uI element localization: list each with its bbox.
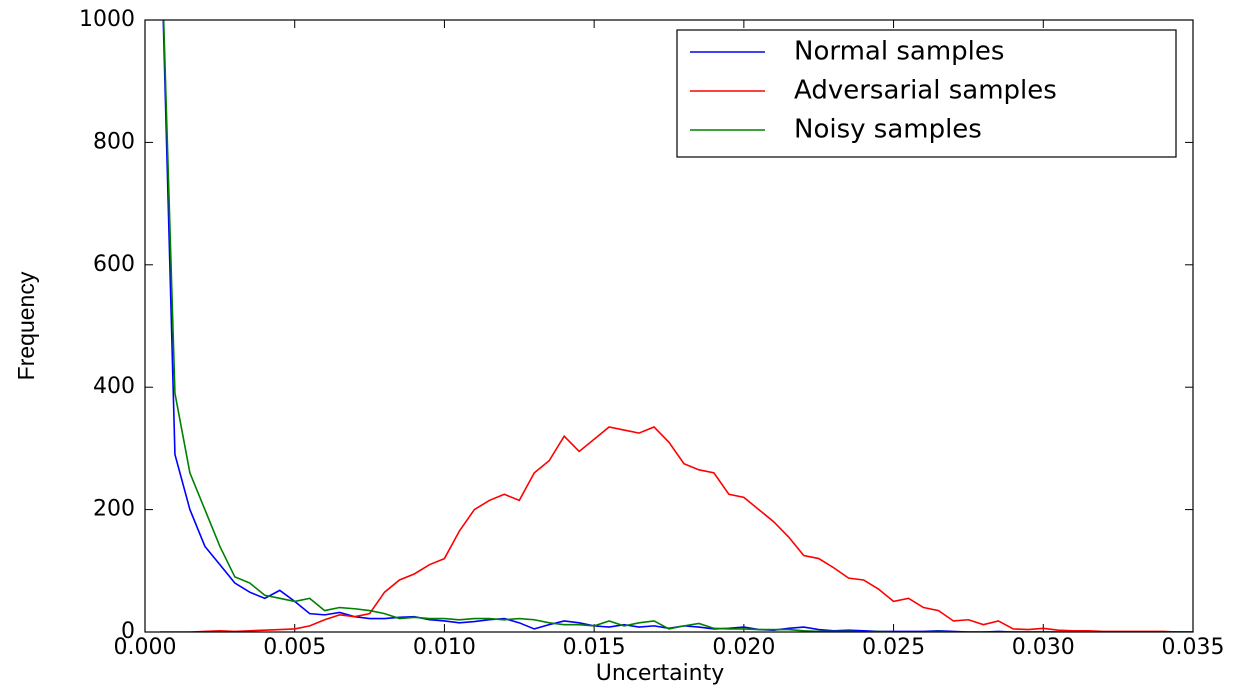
x-tick-label: 0.020 [712,635,775,660]
plot-lines [159,20,1193,632]
y-tick-label: 0 [121,619,135,644]
y-axis-label: Frequency [13,271,39,380]
x-tick-label: 0.010 [413,635,476,660]
legend-label: Normal samples [794,37,1004,67]
x-tick-label: 0.015 [563,635,626,660]
x-tick-label: 0.025 [862,635,925,660]
x-tick-label: 0.000 [114,635,177,660]
x-tick-label: 0.035 [1162,635,1225,660]
series-line [162,20,1193,632]
legend-box [676,29,1177,158]
x-axis-label: Uncertainty [596,661,725,686]
series-line [159,426,1193,632]
y-tick-label: 800 [93,129,135,154]
legend-label: Noisy samples [794,115,982,145]
y-tick-label: 200 [93,497,135,522]
x-tick-label: 0.030 [1012,635,1075,660]
y-tick-label: 400 [93,374,135,399]
y-tick-label: 600 [93,252,135,277]
plot-frame [144,19,1194,633]
y-tick-label: 1000 [79,7,135,32]
legend-label: Adversarial samples [794,76,1057,106]
x-tick-label: 0.005 [263,635,326,660]
